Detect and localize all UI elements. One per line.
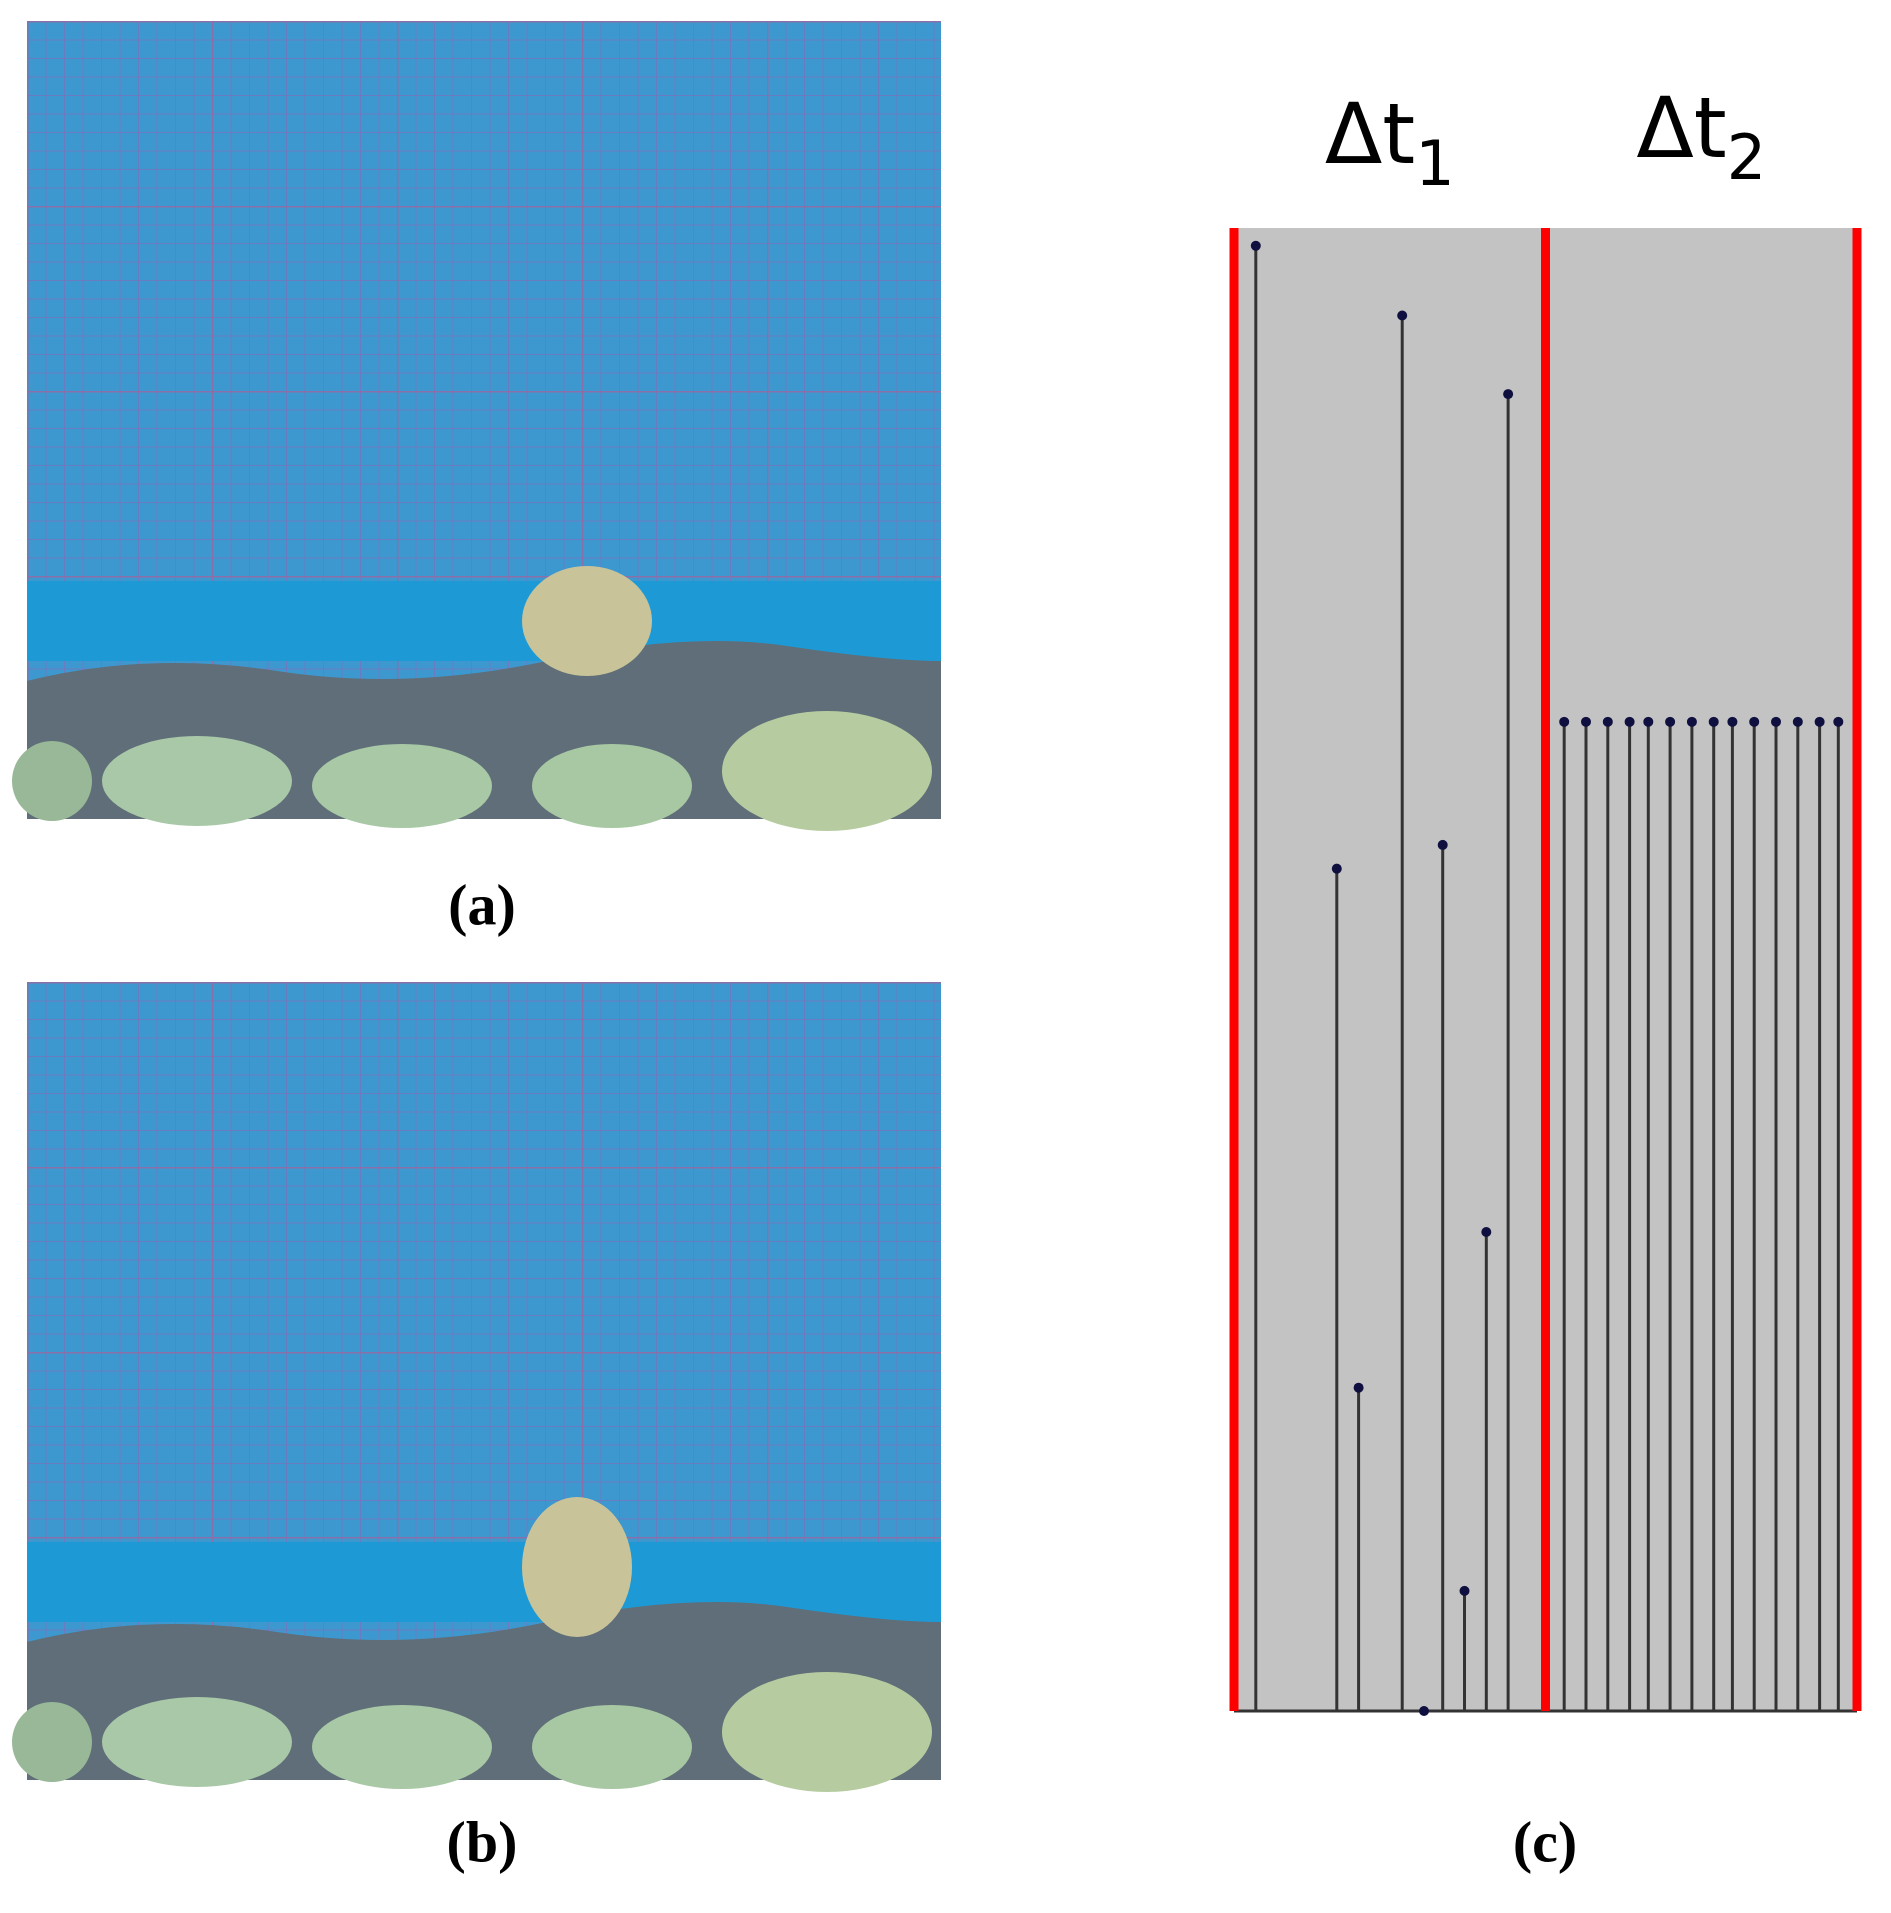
stem-marker — [1749, 716, 1760, 727]
interval-symbol: Δt — [1636, 79, 1726, 177]
stem-marker — [1481, 1226, 1492, 1237]
stem-chart: Δt1 Δt2 — [1229, 79, 1862, 1716]
panel-label: (a) — [448, 872, 516, 937]
stem-marker — [1503, 389, 1514, 400]
stem-marker — [1437, 839, 1448, 850]
stem-marker — [1580, 716, 1591, 727]
stem-marker — [1643, 716, 1654, 727]
photo-a — [12, 21, 941, 831]
interval-subscript: 1 — [1415, 127, 1454, 200]
stem-marker — [1353, 1382, 1364, 1393]
stem-marker — [1833, 716, 1844, 727]
photo-b — [12, 982, 941, 1792]
stem-marker — [1624, 716, 1635, 727]
stem-marker — [1331, 863, 1342, 874]
stem-marker — [1419, 1706, 1430, 1716]
stem-marker — [1397, 310, 1408, 321]
stem-marker — [1708, 716, 1719, 727]
stem-marker — [1771, 716, 1782, 727]
stem-marker — [1727, 716, 1738, 727]
interval-symbol: Δt — [1325, 85, 1415, 183]
interval-label: Δt1 — [1325, 85, 1455, 200]
interval-subscript: 2 — [1727, 121, 1766, 194]
stem-marker — [1602, 716, 1613, 727]
panel-label: (b) — [447, 1809, 518, 1874]
interval-label: Δt2 — [1636, 79, 1766, 194]
stem-marker — [1814, 716, 1825, 727]
stem-marker — [1665, 716, 1676, 727]
stem-marker — [1792, 716, 1803, 727]
stem-marker — [1459, 1585, 1470, 1596]
stem-marker — [1686, 716, 1697, 727]
stem-marker — [1559, 716, 1570, 727]
panel-label: (c) — [1513, 1809, 1577, 1874]
stem-marker — [1250, 240, 1261, 251]
